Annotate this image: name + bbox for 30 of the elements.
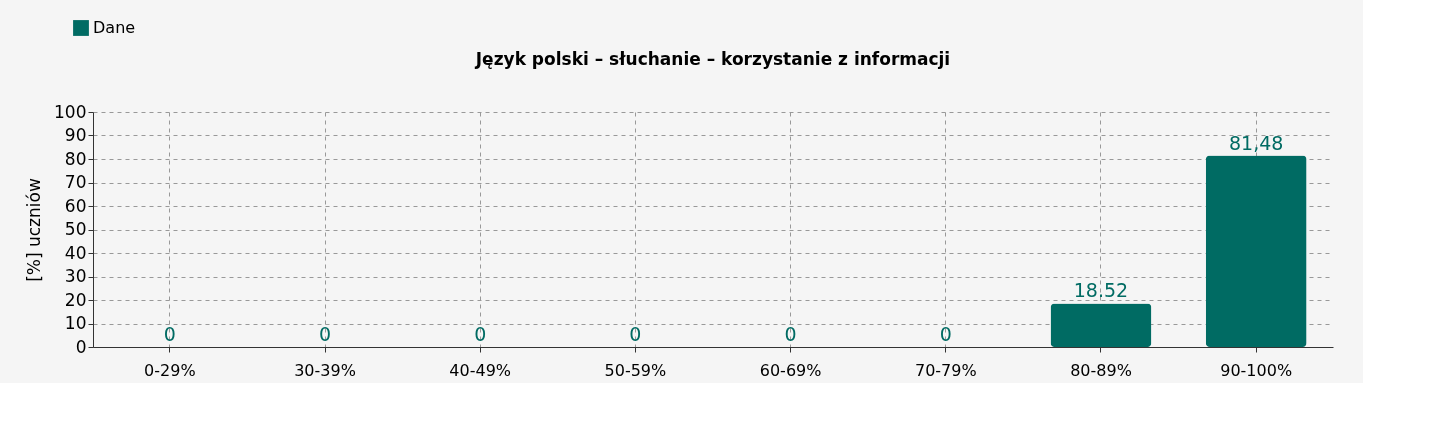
y-tick-label: 100: [54, 101, 87, 122]
x-tick-label: 80-89%: [1070, 360, 1132, 380]
x-tick-label: 40-49%: [449, 360, 512, 380]
y-tick-label: 60: [64, 195, 87, 216]
x-tick-label: 60-69%: [759, 360, 822, 380]
x-tick-label: 50-59%: [604, 360, 667, 380]
data-label: 0: [474, 323, 487, 345]
y-tick-label: 20: [64, 289, 87, 310]
y-tick-label: 80: [64, 148, 87, 169]
legend-label: Dane: [93, 18, 136, 37]
y-tick-label: 90: [64, 125, 87, 145]
y-tick-label: 70: [64, 172, 87, 192]
y-tick-label: 10: [64, 313, 87, 333]
y-tick-label: 30: [64, 266, 87, 286]
y-tick-label: 50: [64, 219, 87, 239]
y-tick-label: 40: [64, 242, 87, 263]
x-tick-label: 70-79%: [914, 360, 977, 380]
data-label: 18.52: [1073, 279, 1129, 302]
data-label: 0: [784, 323, 797, 345]
x-tick-label: 90-100%: [1220, 360, 1293, 380]
y-tick-label: 0: [75, 336, 87, 357]
data-label: 0: [939, 323, 952, 345]
chart-title: Język polski – słuchanie – korzystanie z informacji: [474, 49, 951, 69]
data-label: 0: [163, 323, 176, 345]
y-axis-title: [%] uczniów: [24, 178, 45, 282]
data-label: 0: [318, 323, 332, 345]
x-tick-label: 0-29%: [144, 360, 196, 380]
data-label: 81,48: [1228, 131, 1284, 154]
data-label: 0: [629, 323, 642, 345]
x-tick-label: 30-39%: [294, 360, 356, 380]
